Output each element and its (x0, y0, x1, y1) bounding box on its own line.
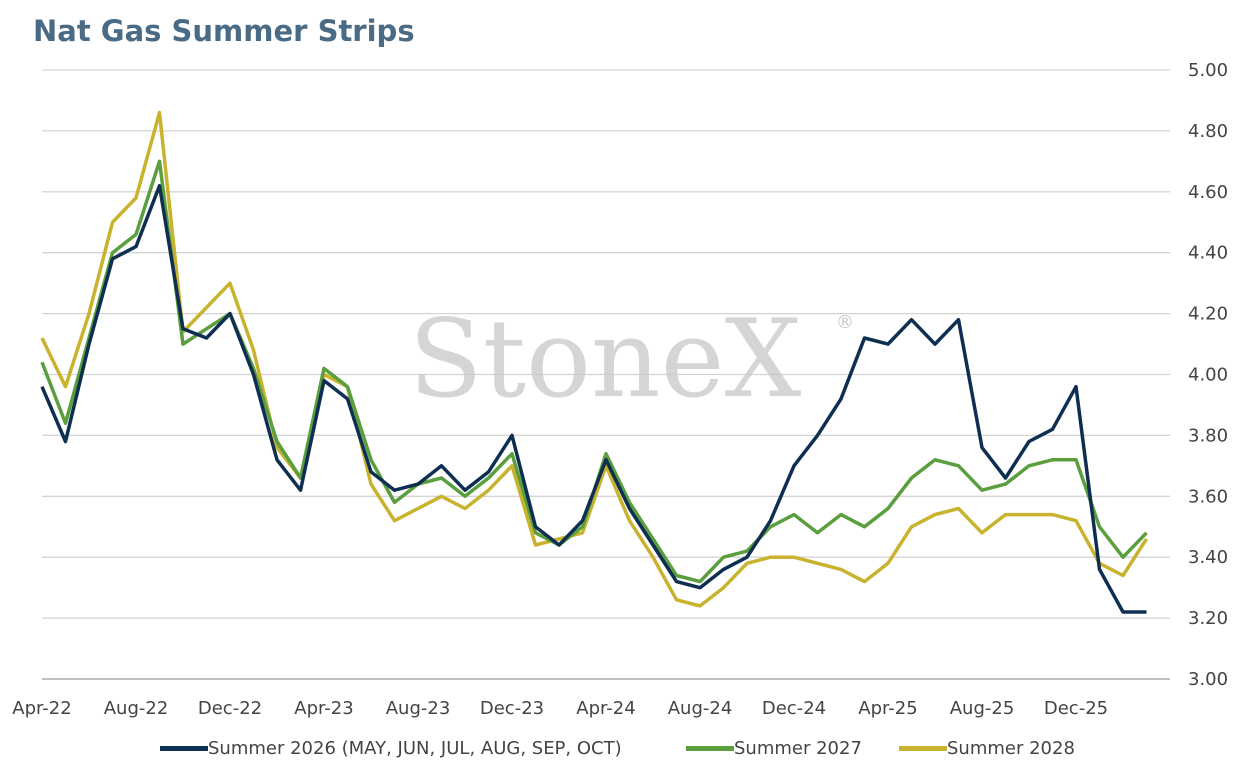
legend-swatch (686, 746, 734, 751)
y-tick-label: 3.60 (1188, 486, 1228, 507)
y-tick-label: 4.80 (1188, 121, 1228, 142)
series-lines (40, 110, 1148, 614)
y-tick-label: 4.40 (1188, 243, 1228, 264)
watermark-logo: StoneX (409, 297, 802, 422)
x-tick-label: Apr-23 (294, 698, 353, 719)
legend-item: Summer 2027 (686, 738, 862, 759)
y-tick-label: 3.40 (1188, 547, 1228, 568)
x-tick-label: Aug-23 (386, 698, 451, 719)
gridlines (42, 69, 1170, 680)
x-tick-label: Dec-23 (480, 698, 544, 719)
x-axis-ticks: Apr-22 Aug-22 Dec-22 Apr-23 Aug-23 Dec-23 Apr-… (12, 698, 1108, 719)
y-axis-ticks: 3.00 3.20 3.40 3.60 3.80 4.00 4.20 4.40 4.60 4.80… (1188, 60, 1228, 690)
legend-item: Summer 2028 (899, 738, 1075, 759)
y-tick-label: 4.00 (1188, 365, 1228, 386)
series-line-0 (40, 183, 1147, 614)
y-tick-label: 3.80 (1188, 425, 1228, 446)
y-tick-label: 3.20 (1188, 608, 1228, 629)
x-tick-label: Aug-24 (668, 698, 733, 719)
legend-swatch (899, 746, 947, 751)
legend-swatch (160, 746, 208, 751)
x-tick-label: Dec-24 (762, 698, 826, 719)
legend-label: Summer 2028 (947, 738, 1075, 759)
y-tick-label: 5.00 (1188, 60, 1228, 81)
x-tick-label: Aug-22 (104, 698, 169, 719)
x-tick-label: Apr-22 (12, 698, 71, 719)
watermark-registered-mark: ® (836, 312, 854, 333)
x-tick-label: Dec-25 (1044, 698, 1108, 719)
x-tick-label: Apr-24 (576, 698, 635, 719)
chart-title: Nat Gas Summer Strips (33, 14, 415, 48)
y-tick-label: 4.20 (1188, 304, 1228, 325)
x-tick-label: Apr-25 (858, 698, 917, 719)
series-line-2 (40, 110, 1148, 608)
legend-label: Summer 2027 (734, 738, 862, 759)
chart-plot: StoneX ® 3.00 3.20 3.40 3.60 3.80 4.00 4.20 4.4… (12, 60, 1228, 719)
legend-item: Summer 2026 (MAY, JUN, JUL, AUG, SEP, OC… (160, 738, 622, 759)
y-tick-label: 4.60 (1188, 182, 1228, 203)
legend: Summer 2026 (MAY, JUN, JUL, AUG, SEP, OC… (0, 738, 1241, 768)
y-tick-label: 3.00 (1188, 669, 1228, 690)
x-tick-label: Dec-22 (198, 698, 262, 719)
legend-label: Summer 2026 (MAY, JUN, JUL, AUG, SEP, OC… (208, 738, 622, 759)
x-tick-label: Aug-25 (950, 698, 1015, 719)
